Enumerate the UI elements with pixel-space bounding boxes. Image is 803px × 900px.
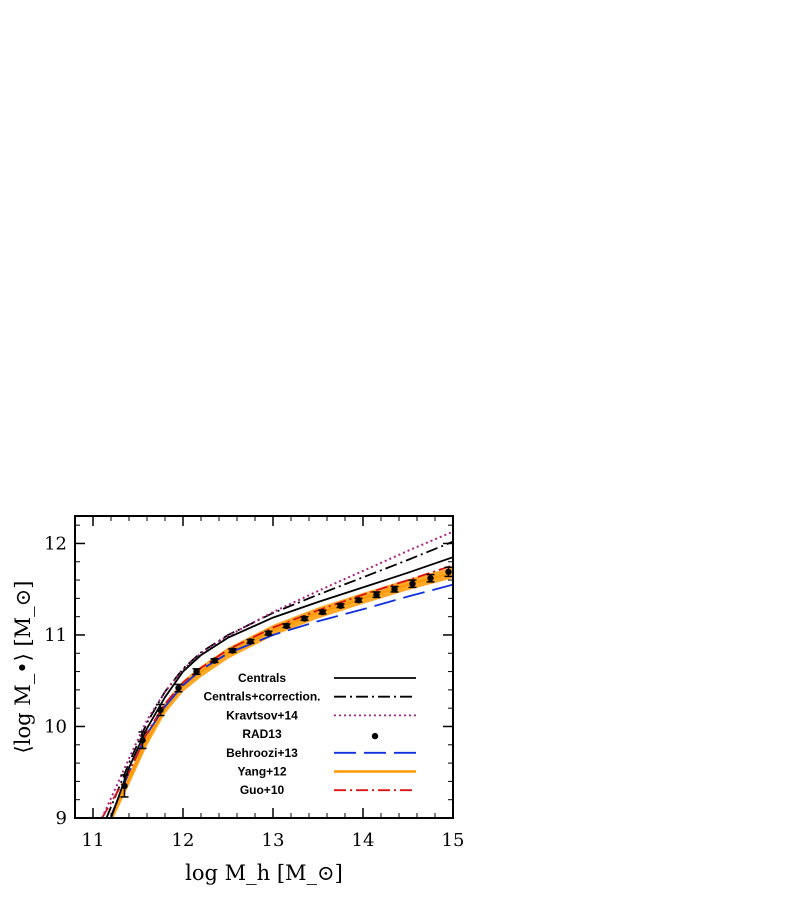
rad13-point (391, 586, 398, 593)
y-tick-label: 11 (44, 625, 67, 646)
yang-12-band (111, 567, 453, 818)
ticks-layer: 11 12 13 14 15 9 10 11 12 (44, 516, 464, 851)
rad13-point (283, 622, 290, 630)
rad13-point (247, 638, 254, 645)
y-tick-label: 12 (44, 533, 67, 554)
y-tick-label: 9 (56, 808, 67, 829)
y-tick-label: 10 (44, 716, 67, 737)
x-axis-label: log M_h [M_⊙] (185, 861, 343, 885)
rad13-point (409, 580, 416, 587)
rad13-point (193, 668, 200, 675)
rad13-point (121, 782, 128, 790)
legend-label-kravtsov-14: Kravtsov+14 (226, 708, 298, 722)
y-axis-label: ⟨log M_•⟩ [M_⊙] (11, 581, 35, 754)
rad13-point (229, 647, 236, 654)
legend-label-rad13: RAD13 (242, 727, 282, 741)
rad13-point (355, 596, 362, 604)
plot-frame (74, 515, 454, 819)
x-tick-label: 11 (82, 830, 105, 851)
x-tick-label: 13 (262, 830, 285, 851)
rad13-point (175, 684, 182, 692)
legend: Centrals Centrals+correction. Kravtsov+14 R… (203, 671, 416, 797)
rad13-point (211, 657, 218, 664)
kravtsov-14-line (101, 530, 453, 818)
x-tick-label: 15 (442, 830, 465, 851)
legend-label-centrals-correction: Centrals+correction. (203, 690, 320, 704)
x-tick-label: 12 (172, 830, 195, 851)
series-layer (101, 530, 453, 818)
rad13-point (337, 602, 344, 609)
rad13-point (319, 608, 326, 616)
rad13-point (157, 706, 164, 714)
centrals-line (110, 556, 453, 818)
x-tick-label: 14 (352, 830, 375, 851)
legend-label-centrals: Centrals (238, 671, 286, 685)
legend-label-behroozi-13: Behroozi+13 (226, 746, 298, 760)
legend-marker-rad13 (371, 732, 379, 740)
legend-label-yang-12: Yang+12 (237, 765, 286, 779)
rad13-point (373, 591, 380, 598)
rad13-point (445, 568, 452, 576)
rad13-point (301, 615, 308, 622)
rad13-point (265, 629, 272, 637)
rad13-point (139, 737, 146, 744)
legend-label-guo-10: Guo+10 (240, 783, 285, 797)
rad13-point (427, 575, 434, 582)
